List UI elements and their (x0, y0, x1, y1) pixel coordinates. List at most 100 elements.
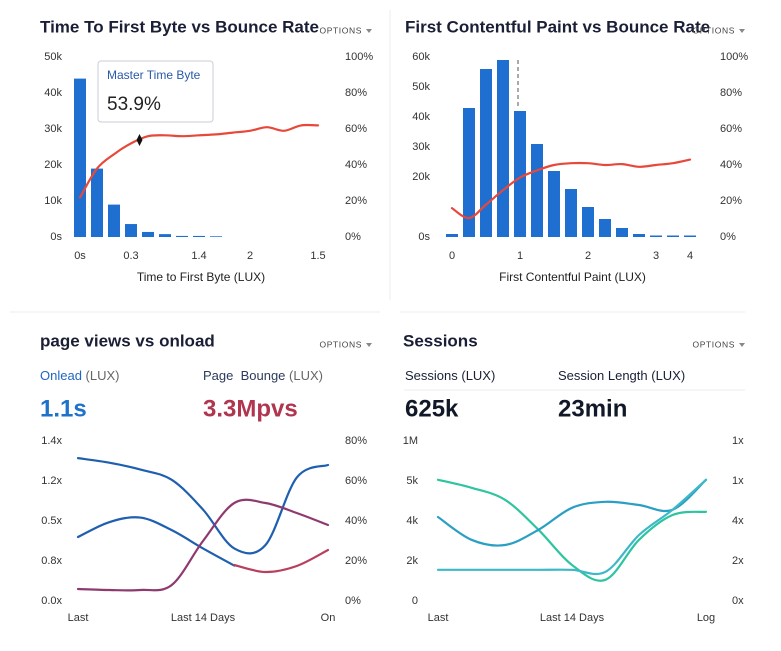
y-tick-label: 0 (412, 595, 418, 607)
y-tick-label: 1.4x (41, 435, 62, 447)
bar (514, 111, 526, 237)
bar (565, 189, 577, 237)
tooltip-label: Master Time Byte (107, 68, 201, 82)
bar (108, 204, 120, 237)
metric-name: Page Bounge (203, 368, 285, 383)
y2-tick-label: 40% (345, 159, 367, 171)
y2-tick-label: 80% (345, 435, 367, 447)
options-caret (366, 29, 372, 33)
y2-tick-label: 1x (732, 435, 744, 447)
x-tick-label: On (321, 612, 336, 624)
x-tick-label: 2 (247, 250, 253, 262)
bar (497, 60, 509, 237)
options-caret (739, 343, 745, 347)
y2-tick-label: 60% (345, 123, 367, 135)
y-tick-label: 20k (44, 159, 62, 171)
x-tick-label: 0 (449, 250, 455, 262)
line-series (436, 478, 708, 582)
panel-title: Time To First Byte vs Bounce Rate (40, 17, 319, 36)
y2-tick-label: 20% (345, 195, 367, 207)
bar (633, 234, 645, 237)
metric-label: Onlead (LUX) (40, 368, 120, 383)
y2-tick-label: 100% (720, 51, 748, 63)
y-tick-label: 2k (406, 555, 418, 567)
metric-value: 625k (405, 395, 459, 422)
x-tick-label: Last (428, 612, 449, 624)
y2-tick-label: 20% (720, 195, 742, 207)
options-button[interactable]: OPTIONS (693, 339, 735, 349)
y2-tick-label: 100% (345, 51, 373, 63)
x-tick-label: Last 14 Days (540, 612, 605, 624)
line-series (233, 548, 330, 574)
y-tick-label: 30k (44, 123, 62, 135)
x-tick-label: 4 (687, 250, 693, 262)
options-button[interactable]: OPTIONS (320, 25, 362, 35)
x-tick-label: 1 (517, 250, 523, 262)
bar (531, 144, 543, 237)
bar (480, 69, 492, 237)
line-series (436, 478, 708, 576)
line-series (450, 158, 692, 220)
x-tick-label: 2 (585, 250, 591, 262)
options-button[interactable]: OPTIONS (693, 25, 735, 35)
metric-name: Session Length (LUX) (558, 368, 685, 383)
y2-tick-label: 60% (720, 123, 742, 135)
options-button[interactable]: OPTIONS (320, 339, 362, 349)
y2-tick-label: 0% (720, 231, 736, 243)
y2-tick-label: 4x (732, 515, 744, 527)
bar (125, 224, 137, 237)
bar (91, 168, 103, 237)
x-tick-label: 1.4 (191, 250, 206, 262)
bar (74, 78, 86, 237)
metric-name: Sessions (LUX) (405, 368, 495, 383)
x-axis-title: Time to First Byte (LUX) (137, 270, 265, 284)
metric-unit: (LUX) (86, 368, 120, 383)
y-tick-label: 0.5x (41, 515, 62, 527)
y2-tick-label: 80% (345, 87, 367, 99)
x-tick-label: 0.3 (123, 250, 138, 262)
x-axis-title: First Contentful Paint (LUX) (499, 270, 646, 284)
metric-value: 3.3Mpvs (203, 395, 298, 422)
y2-tick-label: 0% (345, 231, 361, 243)
y-tick-label: 4k (406, 515, 418, 527)
y-tick-label: 40k (44, 87, 62, 99)
bar (176, 235, 188, 237)
bar (650, 235, 662, 237)
panel-title: First Contentful Paint vs Bounce Rate (405, 17, 710, 36)
metric-unit: (LUX) (289, 368, 323, 383)
y-tick-label: 0s (418, 231, 430, 243)
y-tick-label: 30k (412, 141, 430, 153)
panel-title: Sessions (403, 331, 478, 350)
bar (142, 231, 154, 237)
line-series (76, 498, 330, 592)
x-tick-label: 1.5 (310, 250, 325, 262)
y2-tick-label: 1x (732, 475, 744, 487)
line-series (76, 457, 330, 555)
bar (582, 207, 594, 237)
metric-name: Onlead (40, 368, 82, 383)
x-tick-label: 3 (653, 250, 659, 262)
tooltip-value: 53.9% (107, 94, 161, 115)
bar (599, 219, 611, 237)
options-caret (366, 343, 372, 347)
y2-tick-label: 40% (345, 515, 367, 527)
metric-label: Session Length (LUX) (558, 368, 685, 383)
y-tick-label: 10k (44, 195, 62, 207)
x-tick-label: Log (697, 612, 715, 624)
x-tick-label: Last 14 Days (171, 612, 236, 624)
bar (616, 228, 628, 237)
metric-value: 1.1s (40, 395, 87, 422)
x-tick-label: 0s (74, 250, 86, 262)
y2-tick-label: 60% (345, 475, 367, 487)
panel-title: page views vs onload (40, 331, 215, 350)
y-tick-label: 20k (412, 171, 430, 183)
y-tick-label: 50k (44, 51, 62, 63)
bar (446, 234, 458, 237)
y-tick-label: 0.0x (41, 595, 62, 607)
y2-tick-label: 20% (345, 555, 367, 567)
y-tick-label: 1M (403, 435, 418, 447)
metric-value: 23min (558, 395, 627, 422)
y-tick-label: 40k (412, 111, 430, 123)
